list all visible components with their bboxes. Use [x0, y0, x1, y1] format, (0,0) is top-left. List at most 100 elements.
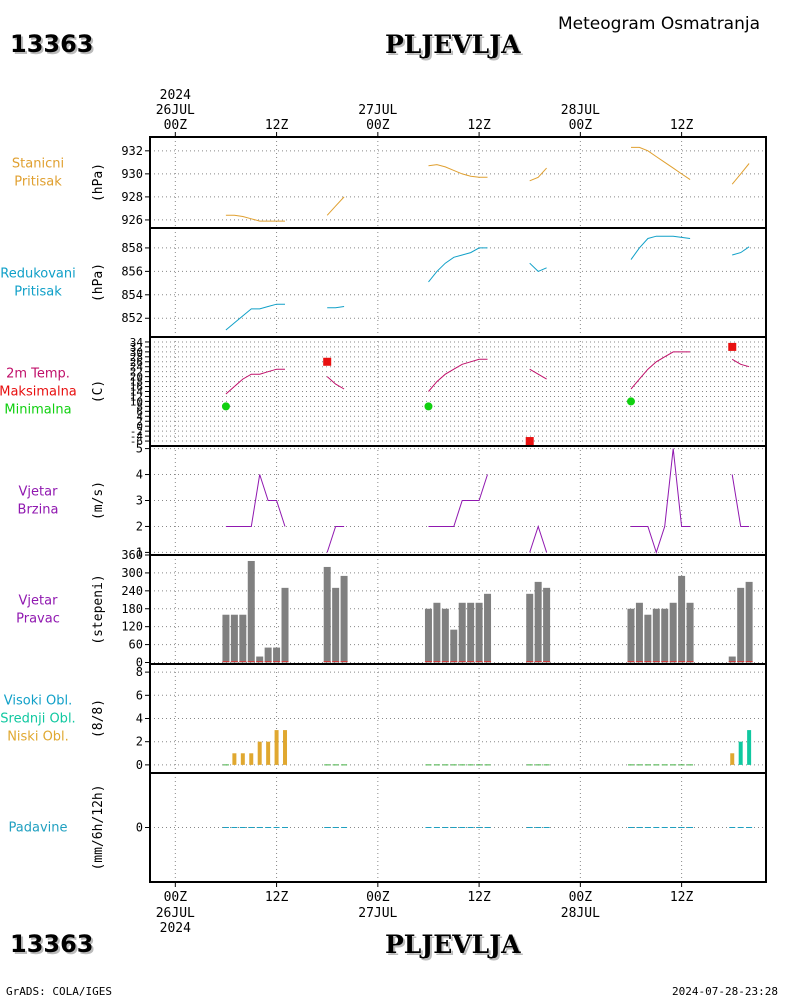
y-tick-label: 120: [121, 620, 143, 634]
wind-direction-bar: [222, 614, 230, 663]
top-hour-label: 12Z: [265, 118, 289, 133]
wind-direction-bar: [728, 656, 736, 663]
series-line: [630, 351, 691, 390]
wind-direction-bar: [745, 581, 753, 663]
bottom-hour-label: 00Z: [164, 890, 188, 905]
min-temp-marker: [221, 402, 230, 411]
panel-frame: [149, 227, 767, 338]
top-hour-label: 12Z: [670, 118, 694, 133]
y-tick-label: 34: [130, 336, 144, 349]
credit-text: GrADS: COLA/IGES: [6, 985, 112, 998]
y-tick-label: 30: [130, 346, 143, 359]
product-title: Meteogram Osmatranja: [558, 14, 761, 34]
y-tick-label: 6: [136, 405, 143, 418]
y-tick-label: 852: [121, 311, 143, 325]
y-tick-label: 8: [136, 400, 143, 413]
panel-title-line: Niski Obl.: [7, 730, 69, 745]
y-tick-label: 926: [121, 213, 143, 227]
y-tick-label: 10: [130, 395, 143, 408]
y-tick-label: 24: [130, 361, 144, 374]
series-line: [631, 448, 691, 555]
station-id-top: 13363: [10, 30, 94, 58]
wind-direction-bar: [669, 602, 677, 663]
y-tick-label: 854: [121, 288, 143, 302]
y-tick-label: 26: [130, 356, 143, 369]
y-tick-label: 0: [136, 420, 143, 433]
wind-direction-bar: [332, 587, 340, 663]
series-line: [630, 235, 691, 260]
bottom-hour-label: 00Z: [569, 890, 593, 905]
series-line: [529, 368, 547, 380]
low-cloud-bar: [240, 753, 245, 765]
wind-direction-bar: [737, 587, 745, 663]
top-hour-label: 00Z: [164, 118, 188, 133]
top-day-label: 27JUL: [358, 103, 397, 118]
max-temp-marker: [323, 357, 332, 366]
y-tick-label: 300: [121, 566, 143, 580]
min-temp-marker: [626, 397, 635, 406]
y-tick-label: -4: [130, 430, 144, 443]
y-axis-label: (C): [91, 380, 106, 403]
y-tick-label: 12: [130, 390, 143, 403]
panel-title-line: Pritisak: [14, 285, 62, 300]
top-hour-label: 12Z: [467, 118, 491, 133]
wind-direction-bar: [323, 566, 331, 663]
timestamp-text: 2024-07-28-23:28: [672, 985, 778, 998]
wind-direction-bar: [458, 602, 466, 663]
series-line: [225, 214, 285, 222]
bottom-hour-label: 00Z: [366, 890, 390, 905]
panel-frame: [149, 772, 767, 883]
panel-title-line: Pravac: [16, 612, 60, 627]
y-tick-label: 858: [121, 241, 143, 255]
low-cloud-bar: [232, 753, 237, 765]
y-tick-label: 4: [136, 410, 143, 423]
wind-direction-bar: [627, 608, 635, 663]
series-line: [529, 167, 547, 182]
panel-title-line: Redukovani: [0, 267, 75, 282]
panel-title-line: Brzina: [18, 503, 59, 518]
top-hour-label: 00Z: [569, 118, 593, 133]
series-line: [731, 358, 750, 368]
series-line: [732, 246, 750, 256]
panel-title-line: Minimalna: [4, 403, 71, 418]
wind-direction-bar: [484, 593, 492, 663]
wind-direction-bar: [441, 608, 449, 663]
y-tick-label: 8: [136, 665, 143, 679]
series-line: [731, 163, 750, 185]
wind-direction-bar: [256, 656, 264, 663]
panel-title-line: Padavine: [9, 821, 68, 836]
y-tick-label: 14: [130, 386, 144, 399]
wind-direction-bar: [678, 575, 686, 663]
y-tick-label: 18: [130, 376, 143, 389]
panel-title-line: Maksimalna: [0, 385, 77, 400]
y-axis-label: (8/8): [91, 699, 106, 738]
wind-direction-bar: [652, 608, 660, 663]
y-tick-label: 2: [136, 415, 143, 428]
y-axis-label: (mm/6h/12h): [91, 784, 106, 870]
series-line: [428, 164, 488, 178]
station-name-bottom: PLJEVLJA: [385, 930, 521, 959]
y-tick-label: 0: [136, 656, 143, 670]
panel-title-line: Vjetar: [19, 485, 59, 500]
y-tick-label: 2: [136, 519, 143, 533]
series-line: [731, 474, 750, 527]
series-line: [631, 146, 691, 181]
bottom-hour-label: 12Z: [265, 890, 289, 905]
y-tick-label: 20: [130, 371, 143, 384]
y-tick-label: 1: [136, 545, 143, 559]
y-tick-label: 360: [121, 548, 143, 562]
y-tick-label: 930: [121, 167, 143, 181]
top-hour-label: 00Z: [366, 118, 390, 133]
panel-title-line: Visoki Obl.: [4, 694, 72, 709]
y-tick-label: 932: [121, 144, 143, 158]
low-cloud-bar: [283, 730, 288, 765]
bottom-year-label: 2024: [160, 921, 191, 936]
wind-direction-bar: [230, 614, 238, 663]
station-id-bottom: 13363: [10, 930, 94, 958]
series-line: [529, 262, 547, 272]
wind-direction-bar: [475, 602, 483, 663]
series-line: [428, 247, 488, 283]
bottom-hour-label: 12Z: [467, 890, 491, 905]
wind-direction-bar: [239, 614, 247, 663]
